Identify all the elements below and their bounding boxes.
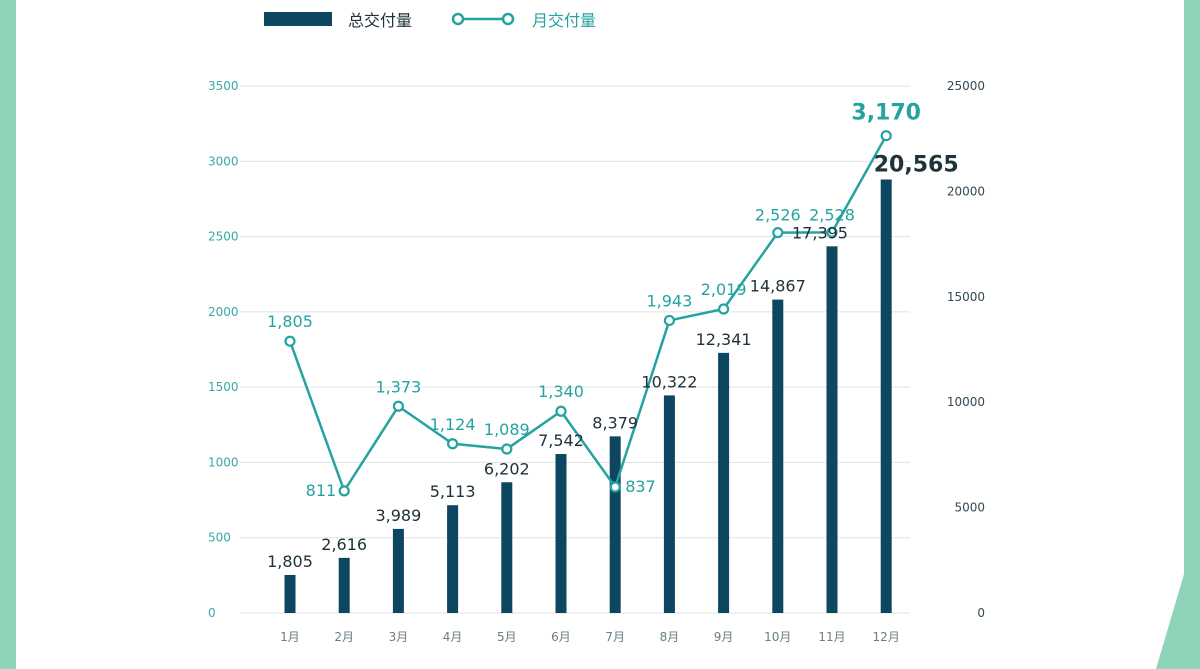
- x-axis-tick-label: 2月: [334, 630, 354, 644]
- line-point: [501, 443, 513, 455]
- line-data-label: 837: [625, 477, 656, 496]
- bar: [338, 557, 350, 613]
- bar: [284, 574, 296, 613]
- bar: [555, 454, 567, 613]
- right-axis-tick-label: 25000: [947, 79, 985, 93]
- left-axis-tick-label: 1500: [208, 380, 239, 394]
- line-data-label: 3,170: [851, 101, 921, 126]
- x-axis-tick-label: 12月: [873, 630, 900, 644]
- bar-series-total: [284, 179, 892, 613]
- left-axis-tick-label: 1000: [208, 455, 239, 469]
- line-data-label: 1,943: [646, 291, 692, 310]
- legend: 总交付量 月交付量: [264, 11, 596, 30]
- line-data-label: 811: [306, 481, 337, 500]
- bar: [501, 482, 513, 613]
- x-axis-tick-label: 4月: [443, 630, 463, 644]
- legend-swatch-monthly-marker-right: [501, 12, 515, 26]
- bar: [392, 528, 404, 613]
- bar-data-label: 14,867: [750, 277, 806, 296]
- left-axis-tick-label: 500: [208, 531, 231, 545]
- left-decorative-stripe: [0, 0, 16, 669]
- right-axis-tick-label: 15000: [947, 290, 985, 304]
- line-series-monthly: [284, 130, 892, 497]
- left-axis-tick-label: 2000: [208, 305, 239, 319]
- x-axis-tick-label: 10月: [764, 630, 791, 644]
- bar-data-label: 1,805: [267, 552, 313, 571]
- line-point: [609, 481, 621, 493]
- line-data-label: 2,526: [755, 206, 801, 225]
- right-axis-tick-label: 10000: [947, 395, 985, 409]
- bar: [826, 246, 838, 613]
- bar: [772, 299, 784, 613]
- legend-swatch-total: [264, 12, 332, 26]
- line-point: [880, 130, 892, 142]
- line-point: [447, 438, 459, 450]
- left-axis-tick-label: 3000: [208, 154, 239, 168]
- bar-data-label: 8,379: [592, 413, 638, 432]
- bar-data-label: 5,113: [430, 482, 476, 501]
- x-axis-tick-label: 7月: [605, 630, 625, 644]
- x-axis-tick-label: 5月: [497, 630, 517, 644]
- right-decorative-stripe: [1184, 0, 1200, 669]
- bar-data-label: 7,542: [538, 431, 584, 450]
- gridlines: [240, 85, 910, 614]
- bar-data-label: 2,616: [321, 535, 367, 554]
- right-axis-tick-label: 5000: [954, 501, 985, 515]
- axes: 0 500 1000 1500 2000 2500 3000 3500 0 5000 10000 15…: [208, 79, 985, 644]
- x-axis-tick-label: 11月: [818, 630, 845, 644]
- line-data-label: 2,019: [701, 280, 747, 299]
- line-point: [338, 485, 350, 497]
- line-point: [392, 400, 404, 412]
- x-axis-tick-label: 9月: [714, 630, 734, 644]
- x-axis-tick-label: 8月: [660, 630, 680, 644]
- legend-label-total: 总交付量: [348, 11, 412, 30]
- line-data-label: 2,528: [809, 205, 855, 224]
- line-data-label: 1,340: [538, 382, 584, 401]
- line-point: [717, 303, 730, 315]
- legend-label-monthly: 月交付量: [532, 11, 596, 30]
- line-data-label: 1,373: [375, 377, 421, 396]
- line-data-label: 1,124: [430, 415, 476, 434]
- bar-data-label: 17,395: [792, 223, 848, 242]
- bar: [718, 352, 730, 613]
- x-axis-tick-label: 1月: [280, 630, 300, 644]
- x-axis-tick-label: 3月: [389, 630, 409, 644]
- bar: [447, 505, 459, 613]
- x-axis-tick-label: 6月: [551, 630, 571, 644]
- bar: [880, 179, 892, 613]
- line-point: [663, 314, 676, 327]
- data-labels: 1,805 2,616 3,989 5,113 6,202 7,542 8,379 10,32…: [267, 101, 959, 571]
- bar: [663, 395, 675, 613]
- bar-data-label: 10,322: [641, 372, 697, 391]
- line-point: [555, 405, 567, 417]
- left-axis-tick-label: 2500: [208, 230, 239, 244]
- line-point: [826, 226, 838, 238]
- chart-panel: [16, 0, 1184, 669]
- line-data-label: 1,089: [484, 420, 530, 439]
- corner-decoration: [1156, 574, 1184, 669]
- right-axis-tick-label: 0: [977, 606, 985, 620]
- bar: [609, 436, 621, 613]
- line-point: [284, 335, 296, 347]
- left-axis-tick-label: 3500: [208, 79, 239, 93]
- left-axis-tick-label: 0: [208, 606, 216, 620]
- bar-data-label: 3,989: [375, 506, 421, 525]
- line-point: [772, 227, 784, 239]
- bar-data-label: 20,565: [874, 152, 959, 177]
- bar-data-label: 6,202: [484, 459, 530, 478]
- legend-swatch-monthly-marker-left: [451, 12, 465, 26]
- bar-data-label: 12,341: [696, 330, 752, 349]
- line-data-label: 1,805: [267, 312, 313, 331]
- monthly-line: [288, 135, 888, 493]
- right-axis-tick-label: 20000: [947, 184, 985, 198]
